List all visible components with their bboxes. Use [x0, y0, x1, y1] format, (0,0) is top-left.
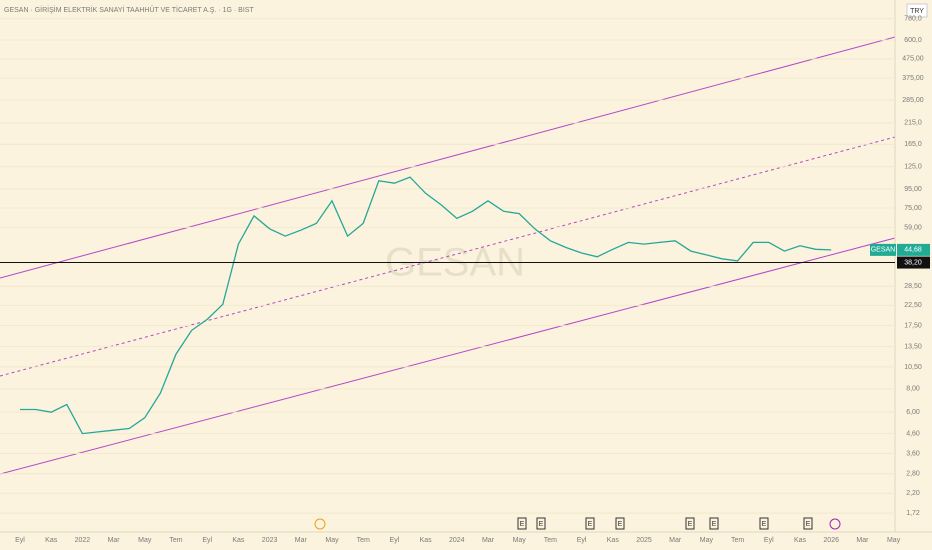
x-tick-label: Mar — [856, 537, 869, 544]
x-tick-label: Tem — [357, 537, 370, 544]
x-tick-label: May — [513, 537, 527, 544]
y-tick-label: 75,00 — [904, 205, 922, 212]
last-price-marker — [897, 243, 930, 256]
x-tick-label: 2026 — [823, 537, 839, 544]
event-label: E — [712, 521, 717, 528]
y-tick-label: 22,50 — [904, 302, 922, 309]
y-tick-label: 2,80 — [906, 471, 920, 478]
event-label: E — [618, 521, 623, 528]
event-label: E — [539, 521, 544, 528]
x-tick-label: 2025 — [636, 537, 652, 544]
x-tick-label: Mar — [295, 537, 308, 544]
event-box[interactable] — [759, 517, 769, 530]
y-tick-label: 3,60 — [906, 450, 920, 457]
y-tick-label: 95,00 — [904, 186, 922, 193]
x-tick-label: 2024 — [449, 537, 465, 544]
event-box[interactable] — [709, 517, 719, 530]
y-tick-label: 475,00 — [902, 56, 924, 63]
y-tick-label: 59,00 — [904, 224, 922, 231]
x-tick-label: Kas — [420, 537, 433, 544]
x-tick-label: Eyl — [202, 537, 212, 544]
y-tick-label: 780,0 — [904, 16, 922, 23]
event-label: E — [520, 521, 525, 528]
x-tick-label: Mar — [108, 537, 121, 544]
event-box[interactable] — [615, 517, 625, 530]
symbol-label: GESAN — [871, 247, 896, 254]
dividend-icon[interactable] — [314, 518, 326, 530]
symbol-box — [870, 243, 896, 256]
event-box[interactable] — [585, 517, 595, 530]
y-tick-label: 165,0 — [904, 141, 922, 148]
x-tick-label: Tem — [169, 537, 182, 544]
x-tick-label: Kas — [607, 537, 620, 544]
price-line-label: 38,20 — [904, 259, 922, 266]
y-tick-label: 375,00 — [902, 75, 924, 82]
split-icon[interactable] — [829, 518, 841, 530]
y-tick-label: 125,0 — [904, 164, 922, 171]
event-label: E — [688, 521, 693, 528]
channel-upper — [0, 36, 896, 279]
x-tick-label: Eyl — [15, 537, 25, 544]
y-tick-label: 285,00 — [902, 97, 924, 104]
channel-lower — [0, 237, 896, 475]
y-tick-label: 8,00 — [906, 386, 920, 393]
x-tick-label: 2022 — [75, 537, 91, 544]
event-box[interactable] — [685, 517, 695, 530]
x-tick-label: Tem — [544, 537, 557, 544]
y-tick-label: 4,60 — [906, 430, 920, 437]
y-tick-label: 1,72 — [906, 510, 920, 517]
x-tick-label: Mar — [669, 537, 682, 544]
y-tick-label: 10,50 — [904, 364, 922, 371]
x-tick-label: May — [138, 537, 152, 544]
event-label: E — [762, 521, 767, 528]
x-tick-label: May — [887, 537, 901, 544]
y-tick-label: 6,00 — [906, 409, 920, 416]
event-box[interactable] — [536, 517, 546, 530]
x-tick-label: Kas — [232, 537, 245, 544]
channel-middle — [0, 136, 896, 377]
x-tick-label: May — [325, 537, 339, 544]
x-tick-label: Kas — [794, 537, 807, 544]
currency-box[interactable] — [906, 3, 928, 18]
price-line-box — [897, 256, 930, 269]
event-box[interactable] — [517, 517, 527, 530]
event-label: E — [806, 521, 811, 528]
x-tick-label: Mar — [482, 537, 495, 544]
y-tick-label: 215,0 — [904, 120, 922, 127]
y-tick-label: 28,50 — [904, 283, 922, 290]
y-tick-label: 600,0 — [904, 37, 922, 44]
x-tick-label: Eyl — [764, 537, 774, 544]
x-tick-label: Tem — [731, 537, 744, 544]
y-tick-label: 17,50 — [904, 322, 922, 329]
x-tick-label: Eyl — [577, 537, 587, 544]
x-tick-label: 2023 — [262, 537, 278, 544]
y-tick-label: 2,20 — [906, 490, 920, 497]
y-tick-label: 13,50 — [904, 343, 922, 350]
chart-title: GESAN · GİRİŞİM ELEKTRİK SANAYİ TAAHHÜT … — [4, 5, 254, 14]
event-box[interactable] — [803, 517, 813, 530]
event-label: E — [588, 521, 593, 528]
x-tick-label: May — [700, 537, 714, 544]
x-tick-label: Eyl — [390, 537, 400, 544]
x-tick-label: Kas — [45, 537, 58, 544]
currency[interactable]: TRY — [910, 8, 924, 15]
last-price-label: 44,68 — [904, 247, 922, 254]
price-line — [20, 176, 832, 435]
